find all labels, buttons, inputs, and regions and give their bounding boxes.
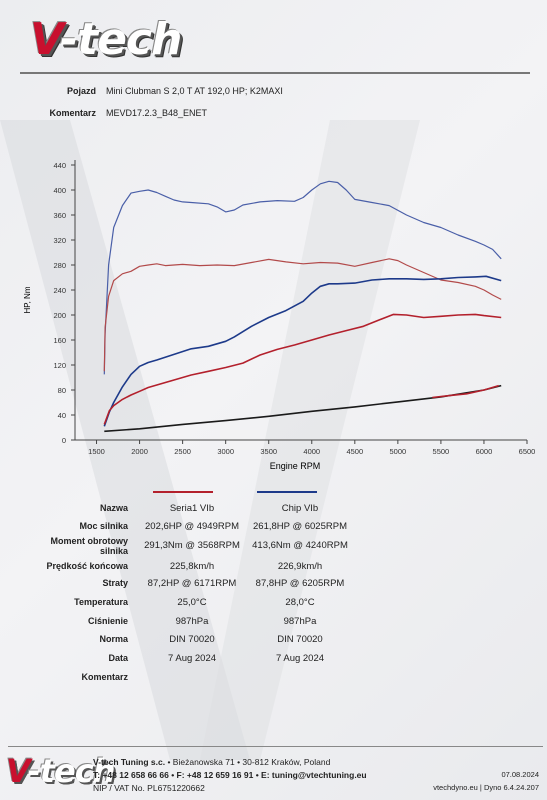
y-tick-label: 40 (58, 411, 66, 420)
vtech-logo-footer: V-tech (6, 752, 115, 790)
summary-row-value-seria1: 987hPa (175, 616, 209, 627)
x-axis-label: Engine RPM (270, 461, 321, 471)
x-tick-label: 1500 (88, 447, 105, 456)
footer-contact: T: +48 12 658 66 66 • F: +48 12 659 16 9… (93, 770, 367, 780)
summary-row-value-seria1: 25,0°C (177, 597, 207, 608)
footer-address: • Bieżanowska 71 • 30-812 Kraków, Poland (165, 757, 331, 767)
x-tick-label: 4000 (303, 447, 320, 456)
x-tick-label: 5000 (390, 447, 407, 456)
summary-row-value-seria1: DIN 70020 (169, 634, 215, 645)
summary-row-label: Temperatura (74, 597, 128, 607)
summary-row-label: Norma (99, 634, 128, 644)
comment-value: MEVD17.2.3_B48_ENET (106, 108, 208, 118)
summary-row-label: Moment obrotowy silnika (50, 536, 129, 556)
series-line-seria1-vib-loss (432, 384, 499, 399)
summary-row-value-chip: 28,0°C (285, 597, 315, 608)
x-tick-label: 6000 (476, 447, 493, 456)
footer-site: vtechdyno.eu | Dyno 6.4.24.207 (433, 783, 539, 792)
y-tick-label: 400 (53, 186, 66, 195)
summary-col2-name: Chip VIb (281, 503, 319, 514)
x-tick-label: 5500 (433, 447, 450, 456)
legend-line-chip (257, 491, 317, 493)
summary-row-value-seria1: 225,8km/h (169, 561, 215, 572)
y-tick-label: 200 (53, 311, 66, 320)
y-tick-label: 240 (53, 286, 66, 295)
summary-col1-name: Seria1 VIb (169, 503, 215, 514)
summary-row-label: Moc silnika (79, 521, 128, 531)
summary-row-value-chip: 987hPa (283, 616, 317, 627)
summary-row-value-chip: 226,9km/h (277, 561, 323, 572)
summary-row-label: Prędkość końcowa (46, 561, 128, 571)
series-line-seria1-vib-torque (103, 258, 502, 372)
y-tick-label: 120 (53, 361, 66, 370)
summary-row-value-seria1: 291,3Nm @ 3568RPM (144, 540, 240, 551)
summary-row-value-chip: 7 Aug 2024 (275, 653, 325, 664)
x-tick-label: 4500 (346, 447, 363, 456)
y-axis-label: HP, Nm (23, 286, 32, 313)
y-tick-label: 280 (53, 261, 66, 270)
summary-name-label: Nazwa (99, 503, 128, 513)
series-line-chip-vib-loss (104, 384, 502, 433)
x-tick-label: 2000 (131, 447, 148, 456)
y-tick-label: 160 (53, 336, 66, 345)
summary-row-value-seria1: 7 Aug 2024 (167, 653, 217, 664)
legend-line-seria1 (153, 491, 213, 493)
footer-divider (8, 746, 543, 747)
vehicle-label: Pojazd (66, 86, 96, 96)
comment-label: Komentarz (49, 108, 96, 118)
x-tick-label: 3000 (217, 447, 234, 456)
vehicle-value: Mini Clubman S 2,0 T AT 192,0 HP; K2MAXI (106, 86, 283, 96)
x-tick-label: 3500 (260, 447, 277, 456)
summary-row-label: Ciśnienie (87, 616, 128, 626)
series-line-chip-vib-torque (103, 180, 502, 375)
y-tick-label: 0 (62, 436, 66, 445)
x-tick-label: 2500 (174, 447, 191, 456)
summary-row-label: Data (108, 653, 128, 663)
summary-row-label: Komentarz (81, 672, 128, 682)
summary-row-value-chip: 261,8HP @ 6025RPM (253, 521, 347, 532)
footer-address-line: V-tech Tuning s.c. • Bieżanowska 71 • 30… (93, 757, 330, 767)
summary-row-label: Straty (102, 578, 128, 588)
x-tick-label: 6500 (519, 447, 536, 456)
footer-company: V-tech Tuning s.c. (93, 757, 166, 767)
summary-row-value-seria1: 87,2HP @ 6171RPM (147, 578, 237, 589)
footer-date: 07.08.2024 (501, 770, 539, 779)
y-tick-label: 80 (58, 386, 66, 395)
dyno-chart: 0 40 80 120 160 200 240 280 320 360 400 440 1500 2000… (23, 160, 536, 471)
summary-row-value-chip: DIN 70020 (277, 634, 323, 645)
series-line-chip-vib (103, 275, 502, 427)
summary-row-value-seria1: 202,6HP @ 4949RPM (145, 521, 239, 532)
y-tick-label: 360 (53, 211, 66, 220)
series-line-seria1-vib (103, 313, 502, 425)
y-tick-label: 440 (53, 161, 66, 170)
footer-nip: NIP / VAT No. PL6751220662 (93, 783, 205, 793)
summary-row-value-chip: 413,6Nm @ 4240RPM (252, 540, 348, 551)
vtech-logo: V-tech (30, 14, 182, 65)
summary-row-value-chip: 87,8HP @ 6205RPM (255, 578, 345, 589)
header-divider (20, 72, 530, 74)
y-tick-label: 320 (53, 236, 66, 245)
